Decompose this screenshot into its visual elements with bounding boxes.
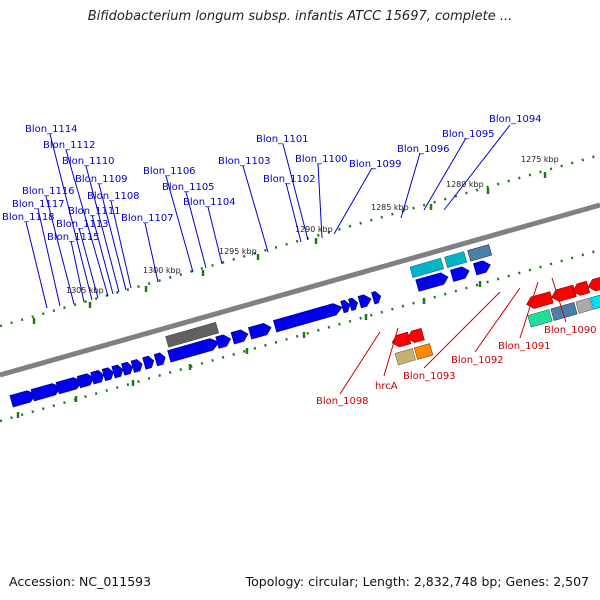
feature-box <box>550 302 578 321</box>
gene-label: Blon_1092 <box>451 355 504 366</box>
feature-box <box>394 348 416 366</box>
gene-label: Blon_1118 <box>2 212 55 223</box>
gene-label: Blon_1113 <box>56 219 109 230</box>
forward-genes <box>9 244 493 408</box>
gene-arrow <box>273 303 343 333</box>
feature-box <box>467 244 493 262</box>
scale-label: 1295 kbp <box>219 247 257 256</box>
gene-arrow <box>111 364 124 379</box>
gene-labels-bottom: Blon_1090 Blon_1091 Blon_1092 Blon_1093 … <box>316 325 597 407</box>
gene-arrow <box>90 370 105 385</box>
gene-arrow <box>551 284 577 302</box>
gene-label: Blon_1114 <box>25 124 78 135</box>
gene-label: Blon_1096 <box>397 144 450 155</box>
label-leaders-top <box>25 124 511 309</box>
gene-label: Blon_1103 <box>218 156 271 167</box>
gene-label: Blon_1101 <box>256 134 309 145</box>
scale-label: 1305 kbp <box>66 286 104 295</box>
genome-backbone <box>0 202 600 378</box>
feature-box <box>444 251 468 269</box>
gene-arrow <box>348 297 358 311</box>
scale-label: 1280 kbp <box>446 180 484 189</box>
major-ticks <box>16 172 547 418</box>
gene-arrow <box>121 361 133 376</box>
gene-arrow <box>153 352 166 367</box>
gene-arrow <box>215 334 232 349</box>
gene-label: Blon_1104 <box>183 197 236 208</box>
gene-arrow <box>101 367 114 382</box>
gene-label: Blon_1106 <box>143 166 196 177</box>
feature-box <box>589 293 600 310</box>
gene-arrow <box>391 331 412 348</box>
gene-label: Blon_1102 <box>263 174 316 185</box>
gene-arrow <box>572 280 591 296</box>
scale-label: 1285 kbp <box>371 203 409 212</box>
scale-label: 1300 kbp <box>143 266 181 275</box>
gene-label: Blon_1094 <box>489 114 542 125</box>
feature-box <box>527 309 553 328</box>
gene-arrow <box>357 294 372 309</box>
gene-label: Blon_1112 <box>43 140 96 151</box>
topology-text: Topology: circular; Length: 2,832,748 bp… <box>245 574 589 589</box>
map-title: Bifidobacterium longum subsp. infantis A… <box>87 9 513 24</box>
gene-label: Blon_1115 <box>47 232 100 243</box>
gene-label: Blon_1116 <box>22 186 75 197</box>
gene-label: hrcA <box>375 381 398 392</box>
gene-arrow <box>407 327 425 343</box>
gene-arrow <box>230 329 249 345</box>
gene-arrow <box>371 291 382 305</box>
gene-arrow <box>248 322 272 340</box>
gene-label: Blon_1098 <box>316 396 369 407</box>
gene-labels-top: Blon_1094 Blon_1095 Blon_1096 Blon_1099 … <box>2 114 542 243</box>
feature-box <box>409 257 445 278</box>
gene-label: Blon_1109 <box>75 174 128 185</box>
gene-arrow <box>167 338 220 363</box>
gene-arrow <box>142 355 155 370</box>
gene-arrow <box>473 260 491 276</box>
gene-arrow <box>449 266 470 282</box>
gene-label: Blon_1110 <box>62 156 115 167</box>
gene-label: Blon_1107 <box>121 213 174 224</box>
gene-label: Blon_1111 <box>68 206 121 217</box>
gene-arrow <box>130 359 143 373</box>
gene-label: Blon_1093 <box>403 371 456 382</box>
feature-box <box>575 297 593 314</box>
gene-label: Blon_1090 <box>544 325 597 336</box>
feature-box <box>413 343 434 360</box>
label-leaders-bottom <box>339 277 567 395</box>
gene-arrow <box>76 373 95 389</box>
accession-text: Accession: NC_011593 <box>9 574 152 589</box>
gene-arrow <box>415 272 449 292</box>
gene-label: Blon_1100 <box>295 154 348 165</box>
gene-label: Blon_1095 <box>442 129 495 140</box>
gene-label: Blon_1105 <box>162 182 215 193</box>
scale-track-bottom <box>0 248 600 423</box>
scale-label: 1275 kbp <box>521 155 559 164</box>
gene-arrow <box>526 291 554 309</box>
gene-label: Blon_1091 <box>498 341 551 352</box>
scale-label: 1290 kbp <box>295 225 333 234</box>
gene-label: Blon_1117 <box>12 199 65 210</box>
gene-arrow <box>340 299 351 314</box>
pseudogene-box <box>165 322 219 348</box>
gene-label: Blon_1099 <box>349 159 402 170</box>
gene-label: Blon_1108 <box>87 191 140 202</box>
